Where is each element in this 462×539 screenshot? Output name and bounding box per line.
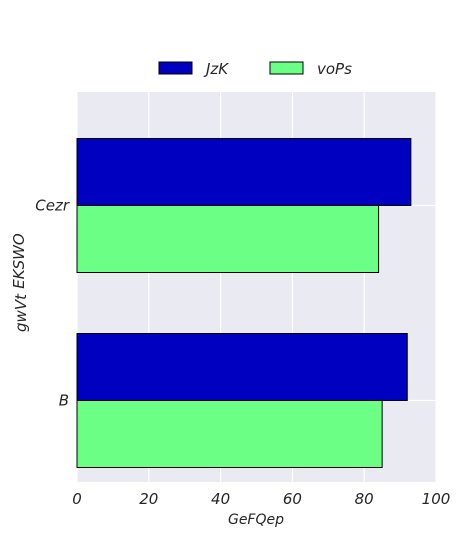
x-tick-labels: 0 20 40 60 80 100 bbox=[72, 490, 450, 508]
y-tick-label-0: Cezr bbox=[35, 197, 70, 215]
bar-vops-cezr bbox=[76, 205, 380, 273]
y-axis-label-line-2: EKSWO bbox=[10, 233, 28, 289]
y-axis-label: gwVt EKSWO bbox=[10, 233, 30, 332]
bar-jzk-b bbox=[76, 333, 408, 401]
bars bbox=[76, 138, 412, 468]
x-axis-label: GeFQep bbox=[228, 512, 284, 528]
x-tick-label-5: 100 bbox=[422, 490, 451, 508]
y-tick-label-1: B bbox=[59, 392, 69, 410]
x-tick-label-2: 40 bbox=[211, 490, 230, 508]
bar-jzk-cezr bbox=[76, 138, 412, 206]
x-tick-label-0: 0 bbox=[72, 490, 82, 508]
y-tick-labels: Cezr B bbox=[35, 197, 70, 410]
x-tick-label-3: 60 bbox=[283, 490, 302, 508]
legend-label-series-2: voPs bbox=[317, 60, 352, 78]
legend-swatch-series-1 bbox=[158, 61, 193, 75]
legend: JzK voPs bbox=[158, 60, 352, 78]
legend-label-series-1: JzK bbox=[203, 60, 229, 78]
x-tick-label-1: 20 bbox=[139, 490, 158, 508]
y-axis-label-line-1: gwVt bbox=[12, 293, 30, 332]
bar-vops-b bbox=[76, 400, 383, 468]
x-tick-label-4: 80 bbox=[355, 490, 374, 508]
legend-swatch-series-2 bbox=[269, 61, 304, 75]
